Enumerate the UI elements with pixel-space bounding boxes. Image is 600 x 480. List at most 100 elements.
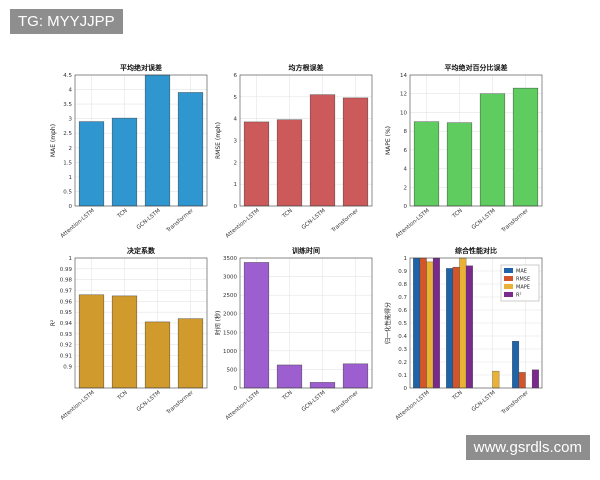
bar-mae-1 <box>413 257 421 389</box>
y-tick-label: 1.5 <box>63 160 72 166</box>
bar-1 <box>78 121 105 207</box>
y-tick-label: 0.4 <box>398 334 407 340</box>
axes-frame <box>409 74 543 207</box>
chart-title: 综合性能对比 <box>455 246 497 255</box>
bar-2 <box>111 295 138 389</box>
y-tick-label: 3 <box>69 117 73 123</box>
y-tick-label: 4.5 <box>63 73 72 79</box>
chart-2: 0 1 2 3 4 5 6 Attention-LSTM TCN GCN-LSTM Transfor… <box>215 63 373 240</box>
y-tick-label: 1500 <box>223 330 237 336</box>
y-tick-label: 0.7 <box>398 295 407 301</box>
bar-mape-3 <box>492 370 500 389</box>
y-tick-label: 0 <box>69 204 73 210</box>
y-tick-label: 14 <box>400 73 407 79</box>
bar-4 <box>177 318 204 389</box>
x-tick-label: Transformer <box>165 389 195 416</box>
y-tick-label: 6 <box>234 73 238 79</box>
y-tick-label: 0.9 <box>63 364 72 370</box>
y-tick-label: 0 <box>404 204 408 210</box>
y-tick-label: 2 <box>69 146 73 152</box>
bar-3 <box>144 74 171 207</box>
chart-3: 0 2 4 6 8 10 12 14 Attention-LSTM TCN GCN-LSTM Tran… <box>385 63 543 240</box>
axes-frame <box>409 257 543 389</box>
y-tick-label: 1000 <box>223 349 237 355</box>
bar-mae-4 <box>512 341 520 389</box>
y-tick-label: 2.5 <box>63 131 72 137</box>
legend-label: R² <box>516 293 521 299</box>
y-tick-label: 0.96 <box>60 299 73 305</box>
x-tick-label: GCN-LSTM <box>471 208 497 231</box>
bar-1 <box>243 121 270 207</box>
y-tick-label: 2500 <box>223 293 237 299</box>
bar-rmse-2 <box>452 266 460 389</box>
y-tick-label: 0.5 <box>63 189 72 195</box>
x-tick-label: Attention-LSTM <box>395 390 431 422</box>
x-tick-label: Attention-LSTM <box>225 390 261 422</box>
y-tick-label: 0 <box>234 204 238 210</box>
y-tick-label: 1 <box>404 256 408 262</box>
x-tick-label: TCN <box>281 208 294 220</box>
y-tick-label: 0.5 <box>398 321 407 327</box>
y-tick-label: 0 <box>404 386 408 392</box>
bar-mape-1 <box>426 261 434 389</box>
y-tick-label: 0.3 <box>398 347 407 353</box>
x-tick-label: Transformer <box>330 389 360 416</box>
bar-2 <box>446 122 473 207</box>
bar-r-1 <box>432 257 440 389</box>
y-tick-label: 0.92 <box>60 343 72 349</box>
axes-frame <box>74 74 208 207</box>
chart-4: 0.9 0.91 0.92 0.93 0.94 0.95 0.96 0.97 0.98 0.99 1… <box>50 246 208 422</box>
x-tick-label: TCN <box>451 390 464 402</box>
y-tick-label: 10 <box>400 110 407 116</box>
chart-title: 均方根误差 <box>289 63 324 72</box>
bar-mape-2 <box>459 257 467 389</box>
x-tick-label: GCN-LSTM <box>136 208 162 231</box>
bar-3 <box>144 321 171 389</box>
y-tick-label: 2 <box>404 185 408 191</box>
y-tick-label: 0.97 <box>60 289 73 295</box>
axes-frame <box>239 74 373 207</box>
y-tick-label: 4 <box>234 117 238 123</box>
chart-title: 训练时间 <box>292 246 320 255</box>
legend-swatch <box>504 276 513 281</box>
y-tick-label: 3 <box>234 139 238 145</box>
chart-5: 0 500 1000 1500 2000 2500 3000 3500 Attention-LS… <box>214 246 373 422</box>
x-tick-label: Attention-LSTM <box>225 208 261 240</box>
y-axis-label: R² <box>50 319 57 326</box>
legend-label: MAE <box>516 269 527 275</box>
bar-mae-2 <box>446 268 454 389</box>
bar-4 <box>512 87 539 207</box>
x-tick-label: Transformer <box>500 389 530 416</box>
legend-swatch <box>504 292 513 297</box>
bar-2 <box>276 364 303 389</box>
legend-swatch <box>504 268 513 273</box>
watermark-top-left: TG: MYYJJPP <box>10 9 123 34</box>
x-tick-label: Transformer <box>165 207 195 234</box>
bar-4 <box>342 97 369 207</box>
y-tick-label: 0.99 <box>60 267 73 273</box>
bar-1 <box>78 294 105 389</box>
axes-frame <box>74 257 208 389</box>
x-tick-label: TCN <box>451 208 464 220</box>
y-tick-label: 0 <box>234 386 238 392</box>
legend-label: RMSE <box>516 277 530 283</box>
y-tick-label: 8 <box>404 129 408 135</box>
y-tick-label: 500 <box>227 367 238 373</box>
x-tick-label: Transformer <box>330 207 360 234</box>
y-tick-label: 3.5 <box>63 102 72 108</box>
x-tick-label: Attention-LSTM <box>60 208 96 240</box>
chart-title: 平均绝对百分比误差 <box>445 63 508 72</box>
x-tick-label: Transformer <box>500 207 530 234</box>
bar-3 <box>309 94 336 207</box>
x-tick-label: GCN-LSTM <box>136 390 162 413</box>
x-tick-label: Attention-LSTM <box>60 390 96 422</box>
y-axis-label: 时间 (秒) <box>214 311 222 336</box>
chart-1: 0 0.5 1 1.5 2 2.5 3 3.5 4 4.5 Attention-LSTM TCN GCN… <box>50 63 208 240</box>
bar-4 <box>177 92 204 207</box>
y-tick-label: 4 <box>404 167 408 173</box>
y-axis-label: RMSE (mph) <box>215 122 222 159</box>
y-tick-label: 0.93 <box>60 332 73 338</box>
bar-1 <box>243 262 270 389</box>
chart-title: 决定系数 <box>127 246 156 255</box>
y-tick-label: 0.8 <box>398 282 407 288</box>
